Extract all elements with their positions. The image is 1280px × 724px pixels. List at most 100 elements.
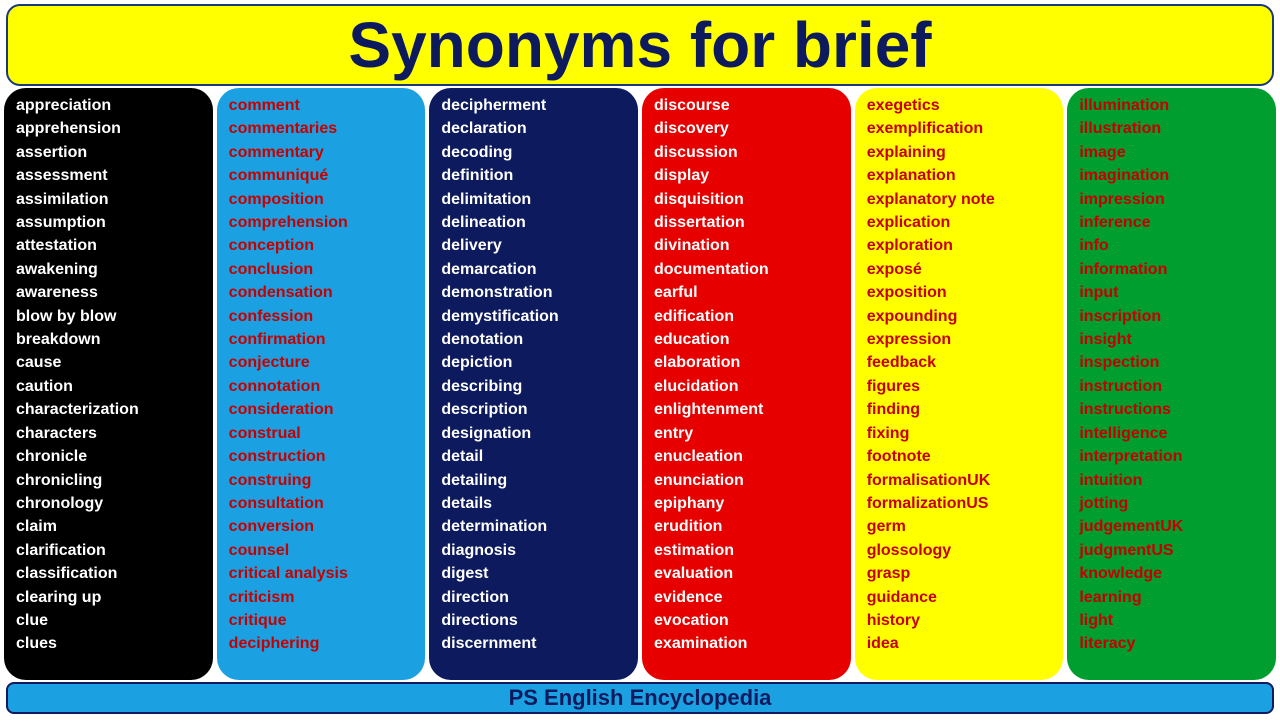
synonym-word: communiqué xyxy=(229,164,416,187)
synonym-word: explanatory note xyxy=(867,188,1054,211)
synonym-word: confession xyxy=(229,305,416,328)
synonym-word: dissertation xyxy=(654,211,841,234)
synonym-word: instructions xyxy=(1079,398,1266,421)
synonym-word: discernment xyxy=(441,632,628,655)
synonym-word: disquisition xyxy=(654,188,841,211)
synonym-word: enlightenment xyxy=(654,398,841,421)
synonym-word: inference xyxy=(1079,211,1266,234)
synonym-word: diagnosis xyxy=(441,539,628,562)
synonym-word: designation xyxy=(441,422,628,445)
synonym-word: construction xyxy=(229,445,416,468)
synonym-word: evidence xyxy=(654,586,841,609)
synonym-word: evocation xyxy=(654,609,841,632)
synonym-word: attestation xyxy=(16,234,203,257)
synonym-word: clues xyxy=(16,632,203,655)
synonym-word: discussion xyxy=(654,141,841,164)
synonym-word: judgmentUS xyxy=(1079,539,1266,562)
synonym-word: display xyxy=(654,164,841,187)
synonym-word: determination xyxy=(441,515,628,538)
synonym-word: conclusion xyxy=(229,258,416,281)
synonym-word: examination xyxy=(654,632,841,655)
synonym-word: commentaries xyxy=(229,117,416,140)
synonym-word: image xyxy=(1079,141,1266,164)
synonym-word: comprehension xyxy=(229,211,416,234)
synonym-word: illustration xyxy=(1079,117,1266,140)
synonym-word: criticism xyxy=(229,586,416,609)
synonym-word: earful xyxy=(654,281,841,304)
synonym-word: demarcation xyxy=(441,258,628,281)
synonym-word: condensation xyxy=(229,281,416,304)
synonym-word: knowledge xyxy=(1079,562,1266,585)
synonym-word: direction xyxy=(441,586,628,609)
synonym-column-3: discoursediscoverydiscussiondisplaydisqu… xyxy=(642,88,851,680)
synonym-column-1: commentcommentariescommentarycommuniquéc… xyxy=(217,88,426,680)
synonym-word: assessment xyxy=(16,164,203,187)
synonym-word: apprehension xyxy=(16,117,203,140)
synonym-word: information xyxy=(1079,258,1266,281)
synonym-word: enunciation xyxy=(654,469,841,492)
synonym-word: erudition xyxy=(654,515,841,538)
synonym-word: depiction xyxy=(441,351,628,374)
synonym-word: evaluation xyxy=(654,562,841,585)
synonym-word: intelligence xyxy=(1079,422,1266,445)
synonym-word: figures xyxy=(867,375,1054,398)
synonym-word: comment xyxy=(229,94,416,117)
synonym-word: divination xyxy=(654,234,841,257)
synonym-word: directions xyxy=(441,609,628,632)
synonym-word: demonstration xyxy=(441,281,628,304)
synonym-word: detail xyxy=(441,445,628,468)
synonym-word: fixing xyxy=(867,422,1054,445)
synonym-word: explaining xyxy=(867,141,1054,164)
synonym-word: elaboration xyxy=(654,351,841,374)
synonym-word: commentary xyxy=(229,141,416,164)
synonym-word: critical analysis xyxy=(229,562,416,585)
synonym-word: demystification xyxy=(441,305,628,328)
synonym-word: critique xyxy=(229,609,416,632)
synonym-word: deciphering xyxy=(229,632,416,655)
synonym-column-0: appreciationapprehensionassertionassessm… xyxy=(4,88,213,680)
synonym-word: documentation xyxy=(654,258,841,281)
synonym-word: enucleation xyxy=(654,445,841,468)
synonym-word: input xyxy=(1079,281,1266,304)
synonym-word: learning xyxy=(1079,586,1266,609)
synonym-word: formalisationUK xyxy=(867,469,1054,492)
synonym-word: declaration xyxy=(441,117,628,140)
synonym-word: inspection xyxy=(1079,351,1266,374)
synonym-word: intuition xyxy=(1079,469,1266,492)
synonym-word: cause xyxy=(16,351,203,374)
synonym-word: delineation xyxy=(441,211,628,234)
synonym-word: feedback xyxy=(867,351,1054,374)
synonym-word: definition xyxy=(441,164,628,187)
synonym-word: formalizationUS xyxy=(867,492,1054,515)
synonym-word: finding xyxy=(867,398,1054,421)
synonym-word: explanation xyxy=(867,164,1054,187)
synonym-word: detailing xyxy=(441,469,628,492)
synonym-word: interpretation xyxy=(1079,445,1266,468)
synonym-word: awareness xyxy=(16,281,203,304)
synonym-word: claim xyxy=(16,515,203,538)
synonym-word: glossology xyxy=(867,539,1054,562)
synonym-word: exposition xyxy=(867,281,1054,304)
synonym-word: conversion xyxy=(229,515,416,538)
synonym-word: epiphany xyxy=(654,492,841,515)
synonym-word: characterization xyxy=(16,398,203,421)
synonym-word: assumption xyxy=(16,211,203,234)
synonym-word: footnote xyxy=(867,445,1054,468)
synonym-word: entry xyxy=(654,422,841,445)
synonym-word: details xyxy=(441,492,628,515)
synonym-column-5: illuminationillustrationimageimagination… xyxy=(1067,88,1276,680)
synonym-word: decipherment xyxy=(441,94,628,117)
synonym-word: assimilation xyxy=(16,188,203,211)
synonym-word: idea xyxy=(867,632,1054,655)
synonym-word: illumination xyxy=(1079,94,1266,117)
synonym-word: exegetics xyxy=(867,94,1054,117)
synonym-word: chronology xyxy=(16,492,203,515)
synonym-word: composition xyxy=(229,188,416,211)
synonym-word: explication xyxy=(867,211,1054,234)
synonym-word: clearing up xyxy=(16,586,203,609)
synonym-word: construal xyxy=(229,422,416,445)
synonym-word: breakdown xyxy=(16,328,203,351)
synonym-word: discourse xyxy=(654,94,841,117)
synonym-word: literacy xyxy=(1079,632,1266,655)
synonym-word: awakening xyxy=(16,258,203,281)
